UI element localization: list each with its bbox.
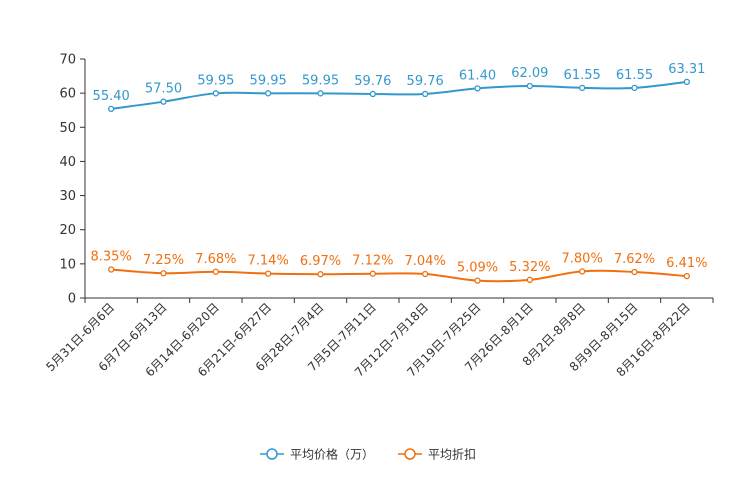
- data-label: 7.62%: [614, 252, 655, 267]
- data-point[interactable]: [526, 82, 533, 90]
- y-tick-label: 40: [59, 155, 76, 170]
- y-tick-label: 0: [68, 292, 76, 307]
- data-label: 8.35%: [91, 249, 132, 264]
- data-point[interactable]: [108, 105, 115, 112]
- data-label: 6.41%: [666, 256, 707, 271]
- data-label: 61.40: [459, 68, 496, 83]
- data-label: 5.09%: [457, 261, 498, 276]
- data-point[interactable]: [579, 268, 586, 275]
- data-point[interactable]: [631, 268, 638, 276]
- data-label: 59.76: [354, 74, 391, 89]
- axes: 0102030405060705月31日-6月6日6月7日-6月13日6月14日…: [43, 53, 714, 380]
- data-label: 63.31: [668, 62, 705, 77]
- data-point[interactable]: [422, 270, 429, 278]
- data-point[interactable]: [474, 277, 481, 284]
- data-label: 6.97%: [300, 254, 341, 269]
- data-label: 7.04%: [405, 254, 446, 269]
- legend[interactable]: 平均价格（万） 平均折扣: [260, 447, 476, 462]
- data-label: 59.76: [407, 74, 444, 89]
- data-point[interactable]: [369, 270, 376, 277]
- data-label: 55.40: [93, 89, 130, 104]
- data-label: 59.95: [302, 73, 339, 88]
- data-point[interactable]: [108, 266, 115, 273]
- y-tick-label: 70: [59, 53, 76, 68]
- data-point[interactable]: [422, 90, 429, 98]
- data-label: 59.95: [250, 73, 287, 88]
- data-label: 57.50: [145, 82, 182, 97]
- legend-label: 平均折扣: [428, 447, 476, 462]
- y-tick-label: 50: [59, 121, 76, 136]
- series-line: [111, 80, 687, 110]
- data-label: 7.12%: [352, 254, 393, 269]
- series-1: 55.40 57.50 59.95 59.95 59.95 59.76 59.76 61.40…: [93, 62, 705, 112]
- data-label: 7.14%: [248, 254, 289, 269]
- series-line: [111, 268, 687, 283]
- data-label: 7.68%: [195, 252, 236, 267]
- data-label: 7.25%: [143, 253, 184, 268]
- y-tick-label: 10: [59, 257, 76, 272]
- y-tick-label: 30: [59, 189, 76, 204]
- data-point[interactable]: [265, 270, 272, 277]
- series-layer: 55.40 57.50 59.95 59.95 59.95 59.76 59.76 61.40…: [91, 62, 707, 284]
- legend-label: 平均价格（万）: [290, 447, 374, 462]
- data-label: 7.80%: [562, 251, 603, 266]
- data-point[interactable]: [212, 90, 219, 97]
- series-2: 8.35% 7.25% 7.68% 7.14% 6.97% 7.12% 7.04% 5.09%…: [91, 249, 707, 284]
- legend-marker-icon: [404, 448, 416, 460]
- y-tick-label: 20: [59, 223, 76, 238]
- data-point[interactable]: [683, 78, 690, 85]
- data-point[interactable]: [160, 270, 167, 277]
- data-point[interactable]: [526, 276, 533, 283]
- legend-item-1[interactable]: 平均价格（万）: [260, 447, 374, 462]
- data-point[interactable]: [317, 271, 324, 278]
- data-point[interactable]: [317, 90, 324, 97]
- legend-marker-icon: [266, 448, 278, 460]
- data-label: 61.55: [616, 68, 653, 83]
- data-point[interactable]: [212, 268, 219, 275]
- data-point[interactable]: [631, 84, 638, 92]
- data-label: 5.32%: [509, 260, 550, 275]
- data-label: 61.55: [564, 68, 601, 83]
- data-point[interactable]: [265, 90, 272, 97]
- data-point[interactable]: [683, 272, 690, 280]
- data-point[interactable]: [474, 85, 481, 92]
- data-label: 59.95: [197, 73, 234, 88]
- data-label: 62.09: [511, 66, 548, 81]
- legend-item-2[interactable]: 平均折扣: [398, 447, 476, 462]
- data-point[interactable]: [369, 90, 376, 98]
- data-point[interactable]: [579, 84, 586, 92]
- y-tick-label: 60: [59, 87, 76, 102]
- data-point[interactable]: [160, 98, 167, 105]
